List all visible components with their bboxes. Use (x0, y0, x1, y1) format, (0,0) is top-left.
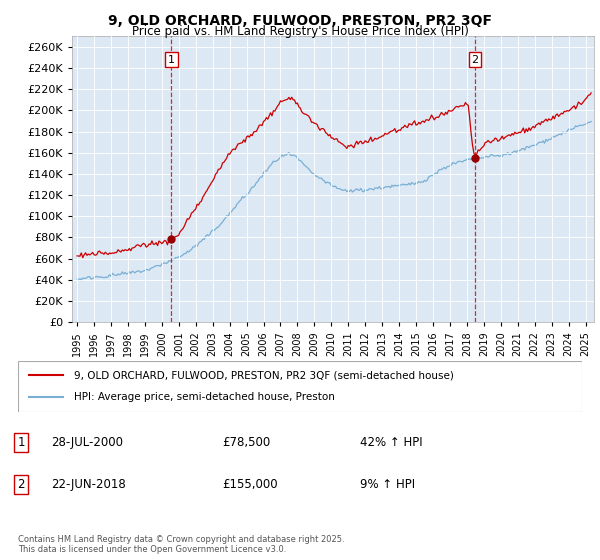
Text: Price paid vs. HM Land Registry's House Price Index (HPI): Price paid vs. HM Land Registry's House … (131, 25, 469, 38)
Text: £155,000: £155,000 (222, 478, 278, 491)
Text: 2: 2 (17, 478, 25, 491)
Text: HPI: Average price, semi-detached house, Preston: HPI: Average price, semi-detached house,… (74, 393, 335, 403)
Text: 2: 2 (471, 55, 478, 64)
Text: 9, OLD ORCHARD, FULWOOD, PRESTON, PR2 3QF (semi-detached house): 9, OLD ORCHARD, FULWOOD, PRESTON, PR2 3Q… (74, 370, 454, 380)
Text: 9% ↑ HPI: 9% ↑ HPI (360, 478, 415, 491)
Text: 9, OLD ORCHARD, FULWOOD, PRESTON, PR2 3QF: 9, OLD ORCHARD, FULWOOD, PRESTON, PR2 3Q… (108, 14, 492, 28)
FancyBboxPatch shape (18, 361, 582, 412)
Text: 42% ↑ HPI: 42% ↑ HPI (360, 436, 422, 449)
Text: 1: 1 (168, 55, 175, 64)
Text: Contains HM Land Registry data © Crown copyright and database right 2025.
This d: Contains HM Land Registry data © Crown c… (18, 535, 344, 554)
Text: 22-JUN-2018: 22-JUN-2018 (51, 478, 126, 491)
Text: 1: 1 (17, 436, 25, 449)
Text: 28-JUL-2000: 28-JUL-2000 (51, 436, 123, 449)
Text: £78,500: £78,500 (222, 436, 270, 449)
